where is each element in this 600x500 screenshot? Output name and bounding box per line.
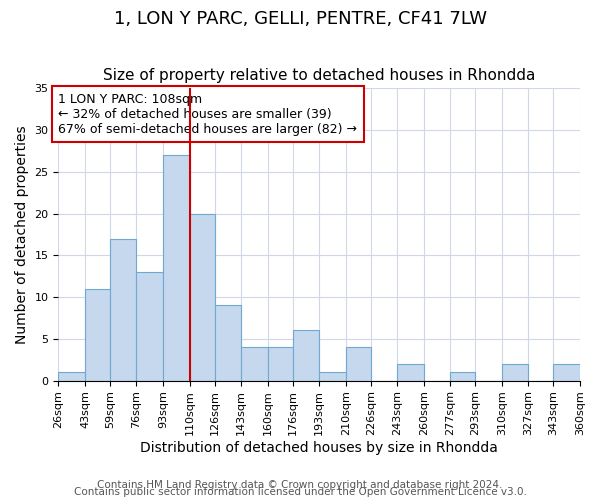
Bar (346, 347, 371, 380)
Text: Contains public sector information licensed under the Open Government Licence v3: Contains public sector information licen… (74, 487, 526, 497)
Bar (451, 372, 475, 380)
Bar (190, 214, 215, 380)
Text: 1, LON Y PARC, GELLI, PENTRE, CF41 7LW: 1, LON Y PARC, GELLI, PENTRE, CF41 7LW (113, 10, 487, 28)
Bar (293, 330, 319, 380)
Y-axis label: Number of detached properties: Number of detached properties (15, 125, 29, 344)
Bar (136, 272, 163, 380)
Title: Size of property relative to detached houses in Rhondda: Size of property relative to detached ho… (103, 68, 535, 83)
Bar (241, 347, 268, 380)
Bar (85, 288, 110, 380)
Bar (163, 155, 190, 380)
Bar (397, 364, 424, 380)
Text: Contains HM Land Registry data © Crown copyright and database right 2024.: Contains HM Land Registry data © Crown c… (97, 480, 503, 490)
Bar (110, 238, 136, 380)
Bar (215, 306, 241, 380)
X-axis label: Distribution of detached houses by size in Rhondda: Distribution of detached houses by size … (140, 441, 498, 455)
Bar (268, 347, 293, 380)
Bar (502, 364, 529, 380)
Bar (319, 372, 346, 380)
Text: 1 LON Y PARC: 108sqm
← 32% of detached houses are smaller (39)
67% of semi-detac: 1 LON Y PARC: 108sqm ← 32% of detached h… (58, 92, 358, 136)
Bar (58, 372, 85, 380)
Bar (553, 364, 580, 380)
